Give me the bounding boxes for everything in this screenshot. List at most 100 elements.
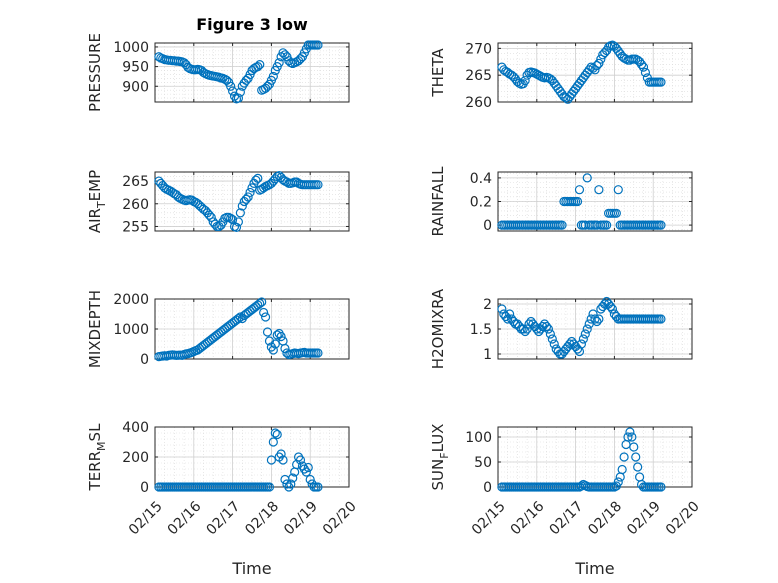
data-point bbox=[576, 339, 587, 349]
subplot-1: 900 950 1000 PRESSURE bbox=[86, 33, 350, 112]
subplot-5: 0 1000 2000 MIXDEPTH bbox=[86, 290, 350, 368]
series-markers bbox=[154, 171, 323, 232]
data-point bbox=[582, 173, 592, 183]
data-point bbox=[638, 62, 649, 72]
y-axis-label: PRESSURE bbox=[86, 33, 104, 112]
data-point bbox=[233, 217, 244, 227]
y-tick-label: 265 bbox=[122, 174, 149, 190]
data-point bbox=[600, 299, 610, 309]
data-point bbox=[270, 428, 280, 438]
data-point bbox=[255, 60, 265, 70]
data-point bbox=[545, 329, 555, 339]
subplot-4: 0 0.2 0.4 RAINFALL bbox=[429, 166, 693, 237]
data-point bbox=[288, 473, 298, 483]
data-point bbox=[557, 220, 567, 230]
data-point bbox=[303, 462, 313, 473]
y-tick-label: 200 bbox=[122, 450, 149, 466]
x-tick-label: 02/18 bbox=[242, 498, 282, 538]
data-point bbox=[607, 304, 618, 314]
x-axis-label-left: Time bbox=[231, 559, 271, 578]
data-point bbox=[613, 185, 623, 195]
data-point bbox=[270, 339, 280, 349]
data-point bbox=[588, 309, 598, 319]
data-point bbox=[547, 334, 557, 344]
axes-frame bbox=[154, 42, 350, 103]
x-tick-label: 02/20 bbox=[320, 498, 360, 538]
series-markers bbox=[154, 40, 323, 104]
data-point bbox=[235, 312, 245, 322]
data-point bbox=[549, 339, 559, 349]
y-tick-label: 100 bbox=[465, 430, 492, 446]
y-axis-label: H2OMIXRA bbox=[429, 288, 447, 369]
y-tick-label: 270 bbox=[465, 41, 492, 57]
data-point bbox=[627, 432, 637, 442]
data-point bbox=[592, 316, 602, 327]
data-point bbox=[276, 449, 286, 459]
data-point bbox=[237, 201, 247, 211]
data-point bbox=[594, 185, 604, 195]
data-point bbox=[497, 304, 507, 314]
data-point bbox=[313, 40, 323, 50]
data-point bbox=[266, 455, 276, 465]
data-point bbox=[204, 210, 214, 220]
axes-frame bbox=[154, 171, 350, 232]
data-point bbox=[565, 339, 575, 349]
data-point bbox=[245, 187, 255, 198]
data-point bbox=[228, 215, 238, 225]
data-point bbox=[268, 437, 278, 447]
data-point bbox=[231, 222, 242, 232]
data-point bbox=[235, 208, 245, 218]
y-axis-label: SUNFLUX bbox=[429, 424, 451, 491]
data-point bbox=[582, 324, 592, 334]
y-axis-label: RAINFALL bbox=[429, 166, 447, 237]
data-point bbox=[286, 479, 296, 489]
subplot-3: 255 260 265 AIRTEMP bbox=[86, 170, 350, 235]
data-point bbox=[541, 321, 552, 332]
x-tick-label: 02/19 bbox=[624, 498, 664, 538]
axes-frame bbox=[497, 42, 693, 103]
y-tick-label: 0.4 bbox=[470, 171, 492, 187]
data-point bbox=[594, 314, 604, 324]
data-point bbox=[259, 307, 269, 318]
data-point bbox=[625, 427, 635, 437]
y-tick-label: 2000 bbox=[113, 292, 149, 308]
y-tick-label: 400 bbox=[122, 420, 149, 436]
data-point bbox=[524, 319, 534, 329]
data-point bbox=[268, 71, 278, 82]
data-point bbox=[656, 77, 666, 87]
y-tick-label: 0 bbox=[483, 218, 492, 234]
data-point bbox=[233, 93, 244, 103]
data-point bbox=[274, 58, 284, 68]
data-point bbox=[257, 297, 267, 307]
x-tick-label: 02/17 bbox=[546, 498, 586, 538]
data-point bbox=[278, 455, 288, 465]
y-tick-label: 0 bbox=[140, 480, 149, 496]
data-point bbox=[272, 330, 282, 340]
y-axis-label: MIXDEPTH bbox=[86, 290, 104, 368]
y-tick-label: 265 bbox=[465, 68, 492, 84]
x-tick-label: 02/16 bbox=[508, 498, 548, 538]
data-point bbox=[543, 324, 554, 334]
data-point bbox=[255, 298, 265, 309]
data-point bbox=[226, 81, 236, 91]
y-tick-label: 50 bbox=[474, 455, 492, 471]
data-point bbox=[206, 212, 216, 222]
data-point bbox=[611, 208, 621, 218]
data-point bbox=[578, 334, 588, 344]
x-tick-label: 02/15 bbox=[469, 498, 509, 538]
data-point bbox=[253, 61, 263, 72]
series-markers bbox=[154, 428, 323, 492]
data-point bbox=[268, 345, 278, 355]
data-point bbox=[619, 452, 629, 462]
y-tick-label: 0 bbox=[483, 480, 492, 496]
data-point bbox=[264, 336, 275, 346]
y-tick-label: 2 bbox=[483, 297, 492, 313]
y-tick-label: 0.2 bbox=[470, 195, 492, 211]
data-point bbox=[656, 314, 666, 324]
data-point bbox=[262, 327, 273, 337]
data-point bbox=[520, 75, 530, 86]
x-tick-label: 02/17 bbox=[203, 498, 243, 538]
y-tick-label: 1000 bbox=[113, 40, 149, 56]
